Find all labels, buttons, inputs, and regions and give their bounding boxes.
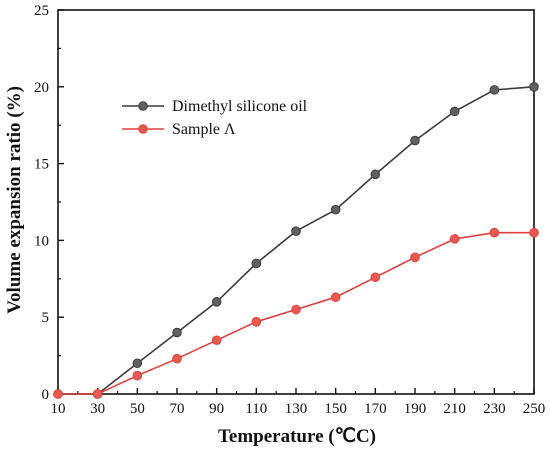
axes: 10 30 50 70 90 110 130 150 170 190 210 230 250 0 5 10 15… <box>34 3 545 417</box>
x-tick-label: 10 <box>51 401 66 417</box>
series-lines <box>58 86 535 395</box>
x-tick-label: 30 <box>90 401 105 417</box>
data-point-1 <box>370 272 381 283</box>
data-point-0 <box>330 204 341 215</box>
x-tick-label: 90 <box>209 401 224 417</box>
y-tick-label: 20 <box>34 80 49 96</box>
y-tick-label: 15 <box>34 157 49 173</box>
data-point-0 <box>410 135 420 146</box>
x-tick-label: 50 <box>130 401 145 417</box>
data-point-0 <box>172 327 182 338</box>
y-tick-label: 0 <box>42 387 50 403</box>
data-point-0 <box>211 297 222 307</box>
x-tick-label: 170 <box>364 401 387 417</box>
data-point-0 <box>489 85 500 95</box>
x-tick-label: 150 <box>324 401 347 417</box>
x-tick-label: 70 <box>170 401 185 417</box>
data-point-1 <box>211 335 222 346</box>
y-tick-label: 10 <box>34 233 49 249</box>
series-line-0 <box>58 86 535 395</box>
data-point-0 <box>132 358 143 369</box>
data-point-0 <box>370 169 381 180</box>
y-tick-label: 5 <box>42 310 50 326</box>
plot-frame <box>57 9 535 395</box>
data-point-1 <box>330 292 341 303</box>
legend-marker-1 <box>138 124 148 134</box>
x-tick-label: 250 <box>523 401 546 417</box>
y-axis-title: Volume expansion ratio (%) <box>4 86 25 314</box>
y-tick-label: 25 <box>34 3 49 19</box>
data-point-1 <box>291 304 301 315</box>
data-point-1 <box>132 370 143 381</box>
x-tick-label: 190 <box>404 401 427 417</box>
x-tick-label: 230 <box>483 401 506 417</box>
legend-label-1: Sample Λ <box>172 121 236 138</box>
data-point-1 <box>449 234 460 244</box>
data-point-1 <box>529 227 539 238</box>
data-point-0 <box>291 226 301 236</box>
data-point-1 <box>53 389 63 399</box>
data-point-1 <box>410 252 420 263</box>
data-point-1 <box>251 317 262 327</box>
data-point-0 <box>529 82 539 92</box>
x-tick-label: 210 <box>443 401 466 417</box>
legend-label-0: Dimethyl silicone oil <box>172 98 308 115</box>
data-point-1 <box>92 389 103 399</box>
legend: Dimethyl silicone oil Sample Λ <box>122 98 308 138</box>
data-point-1 <box>489 227 500 238</box>
x-axis-title: Temperature (℃C) <box>218 426 376 447</box>
data-point-0 <box>251 258 262 269</box>
series-markers <box>53 82 539 399</box>
data-point-1 <box>172 353 182 364</box>
legend-marker-0 <box>138 101 148 111</box>
x-tick-label: 110 <box>245 401 267 417</box>
data-point-0 <box>449 106 460 117</box>
x-tick-label: 130 <box>285 401 308 417</box>
